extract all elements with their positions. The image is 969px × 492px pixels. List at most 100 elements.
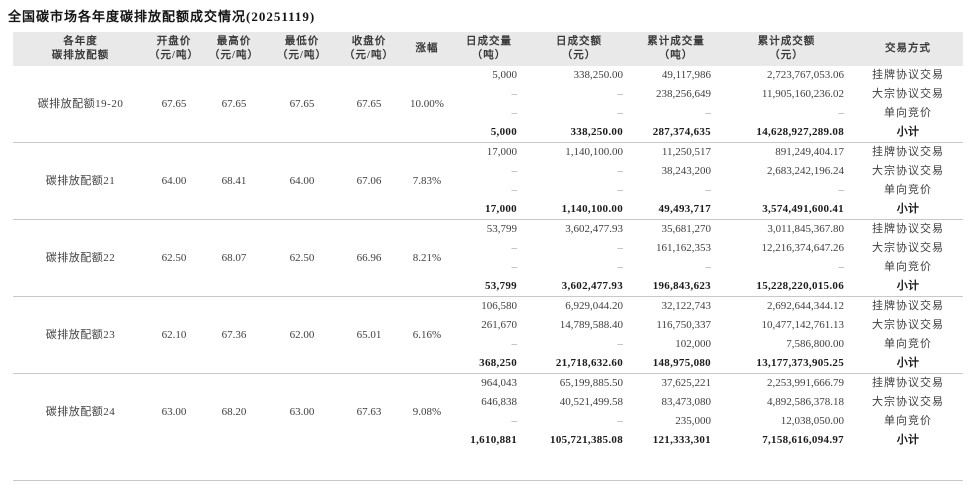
cum-volume-cell: 83,473,080 <box>661 396 712 408</box>
day-volume-cell: 5,000 <box>492 69 517 81</box>
day-amount-cell: – <box>617 415 624 427</box>
allowance-name-cell: 碳排放配额21 <box>45 174 116 187</box>
cum-amount-cell: 12,038,050.00 <box>780 415 844 427</box>
trade-method-cell: 挂牌协议交易 <box>872 377 944 389</box>
change-cell: 8.21% <box>412 251 442 264</box>
cum-amount-cell: 2,683,242,196.24 <box>767 165 844 177</box>
subtotal-row: 5,000 338,250.00 287,374,635 14,628,927,289… <box>13 123 963 143</box>
trade-method-cell: 小计 <box>896 280 920 292</box>
header-label: 各年度 <box>63 35 98 47</box>
header-unit: （元） <box>561 50 597 61</box>
table-header: 各年度 碳排放配额 开盘价 （元/吨） 最高价 （元/吨） 最低价 （元/吨） 收盘价 （元/吨）… <box>13 32 963 66</box>
change-cell: 7.83% <box>412 174 442 187</box>
column-header-open-price: 开盘价 （元/吨） <box>148 32 200 66</box>
change-cell: 10.00% <box>410 97 444 110</box>
day-amount-cell: 3,602,477.93 <box>561 280 623 292</box>
trade-method-cell: 单向竞价 <box>884 184 932 196</box>
cum-amount-cell: – <box>838 261 845 273</box>
close-price-cell: 65.01 <box>356 328 382 341</box>
day-volume-cell: – <box>511 415 518 427</box>
trade-method-cell: 单向竞价 <box>884 107 932 119</box>
column-header-cum-amount: 累计成交额 （元） <box>720 32 853 66</box>
day-amount-cell: 1,140,100.00 <box>561 203 623 215</box>
allowance-name-cell: 碳排放配额22 <box>45 251 116 264</box>
trade-method-cell: 挂牌协议交易 <box>872 223 944 235</box>
trade-row: – – – – 单向竞价 <box>13 258 963 277</box>
cum-amount-cell: 7,158,616,094.97 <box>762 434 844 446</box>
column-header-close-price: 收盘价 （元/吨） <box>336 32 402 66</box>
allowance-name-cell: 碳排放配额19-20 <box>37 97 124 110</box>
day-amount-cell: – <box>617 88 624 100</box>
header-label: 最低价 <box>284 35 320 47</box>
trade-method-cell: 大宗协议交易 <box>872 242 944 254</box>
trade-method-cell: 小计 <box>896 126 920 138</box>
day-volume-cell: – <box>511 338 518 350</box>
allowance-block-0: 碳排放配额19-20 67.65 67.65 67.65 67.65 10.00% 5,00… <box>13 66 963 143</box>
cum-amount-cell: 2,723,767,053.06 <box>767 69 844 81</box>
low-price-cell: 64.00 <box>289 174 315 187</box>
table-container: 各年度 碳排放配额 开盘价 （元/吨） 最高价 （元/吨） 最低价 （元/吨） 收盘价 （元/吨）… <box>13 32 963 481</box>
day-amount-cell: 21,718,632.60 <box>555 357 623 369</box>
cum-amount-cell: 7,586,800.00 <box>786 338 844 350</box>
cum-amount-cell: 891,249,404.17 <box>775 146 844 158</box>
column-header-day-volume: 日成交量 （吨） <box>452 32 526 66</box>
cum-volume-cell: 49,493,717 <box>658 203 711 215</box>
close-price-cell: 67.65 <box>356 97 382 110</box>
trade-row: – – – – 单向竞价 <box>13 104 963 123</box>
subtotal-row: 53,799 3,602,477.93 196,843,623 15,228,220,… <box>13 277 963 297</box>
trade-method-cell: 小计 <box>896 434 920 446</box>
cum-amount-cell: 3,574,491,600.41 <box>762 203 844 215</box>
change-cell: 9.08% <box>412 405 442 418</box>
trade-row: – – 102,000 7,586,800.00 单向竞价 <box>13 335 963 354</box>
trade-method-cell: 小计 <box>896 357 920 369</box>
trade-method-cell: 挂牌协议交易 <box>872 300 944 312</box>
trade-method-cell: 小计 <box>896 203 920 215</box>
day-volume-cell: 646,838 <box>481 396 517 408</box>
header-label: 涨幅 <box>415 42 439 54</box>
trade-method-cell: 大宗协议交易 <box>872 88 944 100</box>
trade-method-cell: 单向竞价 <box>884 261 932 273</box>
trade-method-cell: 单向竞价 <box>884 338 932 350</box>
column-header-high-price: 最高价 （元/吨） <box>200 32 268 66</box>
cum-amount-cell: – <box>838 107 845 119</box>
day-volume-cell: 53,799 <box>486 223 517 235</box>
day-amount-cell: 1,140,100.00 <box>565 146 623 158</box>
trade-row: 碳排放配额22 62.50 68.07 62.50 66.96 8.21% 53,799 3,… <box>13 220 963 264</box>
day-volume-cell: – <box>511 261 518 273</box>
open-price-cell: 64.00 <box>161 174 187 187</box>
cum-amount-cell: 2,253,991,666.79 <box>767 377 844 389</box>
day-amount-cell: – <box>617 165 624 177</box>
day-volume-cell: 368,250 <box>479 357 517 369</box>
close-price-cell: 67.06 <box>356 174 382 187</box>
allowance-name-cell: 碳排放配额24 <box>45 405 116 418</box>
cum-volume-cell: 35,681,270 <box>661 223 712 235</box>
header-label: 日成交量 <box>466 35 512 47</box>
trade-row: 646,838 40,521,499.58 83,473,080 4,892,586,… <box>13 393 963 412</box>
cum-amount-cell: 3,011,845,367.80 <box>767 223 844 235</box>
cum-volume-cell: 121,333,301 <box>652 434 711 446</box>
day-amount-cell: 6,929,044.20 <box>565 300 623 312</box>
day-amount-cell: – <box>617 338 624 350</box>
day-amount-cell: – <box>617 261 624 273</box>
subtotal-row: 1,610,881 105,721,385.08 121,333,301 7,158,… <box>13 431 963 450</box>
header-label: 累计成交额 <box>757 35 816 47</box>
cum-volume-cell: 196,843,623 <box>652 280 711 292</box>
cum-amount-cell: 2,692,644,344.12 <box>767 300 844 312</box>
day-amount-cell: – <box>617 184 624 196</box>
high-price-cell: 68.20 <box>221 405 247 418</box>
day-volume-cell: – <box>511 184 518 196</box>
cum-volume-cell: 116,750,337 <box>656 319 711 331</box>
header-unit: 碳排放配额 <box>51 50 110 61</box>
header-unit: （元/吨） <box>149 50 199 61</box>
cum-amount-cell: 10,477,142,761.13 <box>761 319 845 331</box>
subtotal-row: 17,000 1,140,100.00 49,493,717 3,574,491,60… <box>13 200 963 220</box>
day-volume-cell: 5,000 <box>490 126 517 138</box>
cum-volume-cell: 287,374,635 <box>652 126 711 138</box>
header-unit: （元/吨） <box>344 50 394 61</box>
allowance-block-1: 碳排放配额21 64.00 68.41 64.00 67.06 7.83% 17,000 1,… <box>13 143 963 220</box>
change-cell: 6.16% <box>412 328 442 341</box>
column-header-trade-method: 交易方式 <box>853 32 963 66</box>
header-unit: （吨） <box>658 50 694 61</box>
trade-row: – – 235,000 12,038,050.00 单向竞价 <box>13 412 963 431</box>
